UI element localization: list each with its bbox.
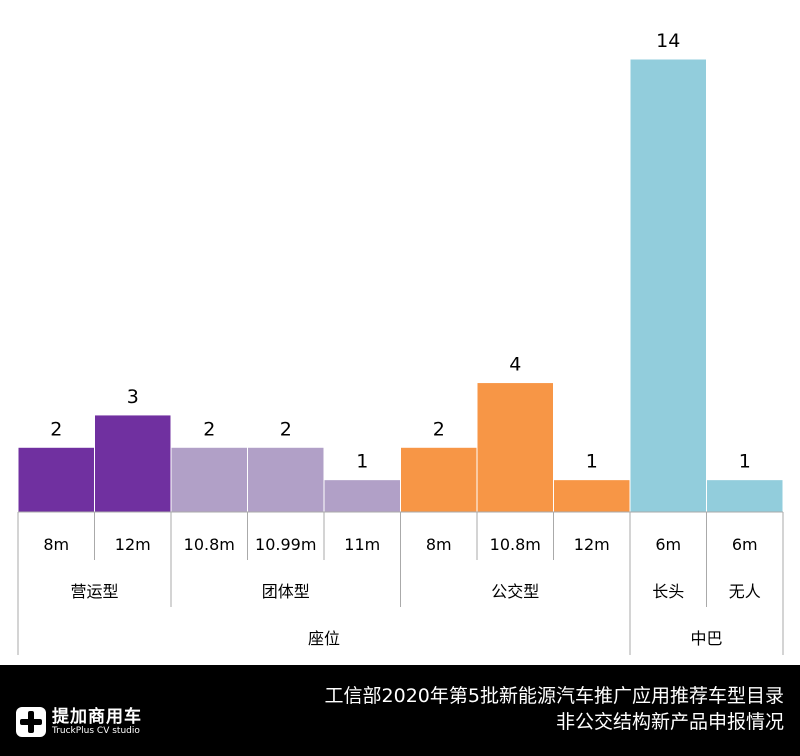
category-label-level2: 无人 (729, 582, 761, 601)
title-line-2: 非公交结构新产品申报情况 (555, 711, 784, 733)
category-label-level1: 8m (426, 535, 452, 554)
data-label: 1 (356, 451, 368, 473)
bar (400, 446, 478, 513)
category-label-level1: 6m (655, 535, 681, 554)
category-label-level2: 公交型 (491, 582, 539, 601)
bar (17, 446, 95, 513)
bar (323, 479, 401, 513)
category-label-level1: 10.8m (490, 535, 541, 554)
category-label-level3: 中巴 (690, 629, 722, 648)
data-label: 2 (50, 418, 62, 440)
logo: 提加商用车 TruckPlus CV studio (16, 707, 142, 737)
bar-chart: 2 8m 3 12m 2 10.8m 2 10.99m 1 11m 2 8m 4 10.8m 1 12m 14 6… (17, 30, 784, 655)
category-label-level2: 营运型 (70, 582, 118, 601)
data-label: 4 (509, 354, 521, 376)
logo-name-cn: 提加商用车 (52, 706, 142, 727)
category-label-level1: 6m (732, 535, 758, 554)
bar (629, 58, 707, 513)
bar (476, 382, 554, 513)
category-label-level3: 座位 (308, 629, 340, 648)
category-label-level1: 10.99m (255, 535, 316, 554)
bar (706, 479, 784, 513)
data-label: 1 (586, 451, 598, 473)
data-label: 14 (656, 30, 680, 52)
data-label: 2 (433, 418, 445, 440)
bar (553, 479, 631, 513)
data-label: 2 (203, 418, 215, 440)
data-label: 2 (280, 418, 292, 440)
chart-title: 工信部2020年第5批新能源汽车推广应用推荐车型目录 非公交结构新产品申报情况 (325, 683, 784, 735)
category-label-level1: 8m (43, 535, 69, 554)
category-label-level1: 12m (574, 535, 610, 554)
bar (94, 414, 172, 513)
category-label-level1: 11m (344, 535, 380, 554)
category-label-level2: 长头 (652, 582, 684, 601)
footer-banner: 提加商用车 TruckPlus CV studio 工信部2020年第5批新能源… (0, 665, 800, 756)
bar (247, 446, 325, 513)
category-label-level2: 团体型 (262, 582, 310, 601)
category-label-level1: 10.8m (184, 535, 235, 554)
title-line-1: 工信部2020年第5批新能源汽车推广应用推荐车型目录 (324, 685, 784, 707)
bar (170, 446, 248, 513)
data-label: 1 (739, 451, 751, 473)
truckplus-logo-icon (16, 707, 46, 737)
data-label: 3 (127, 386, 139, 408)
logo-name-en: TruckPlus CV studio (52, 725, 140, 736)
category-label-level1: 12m (115, 535, 151, 554)
